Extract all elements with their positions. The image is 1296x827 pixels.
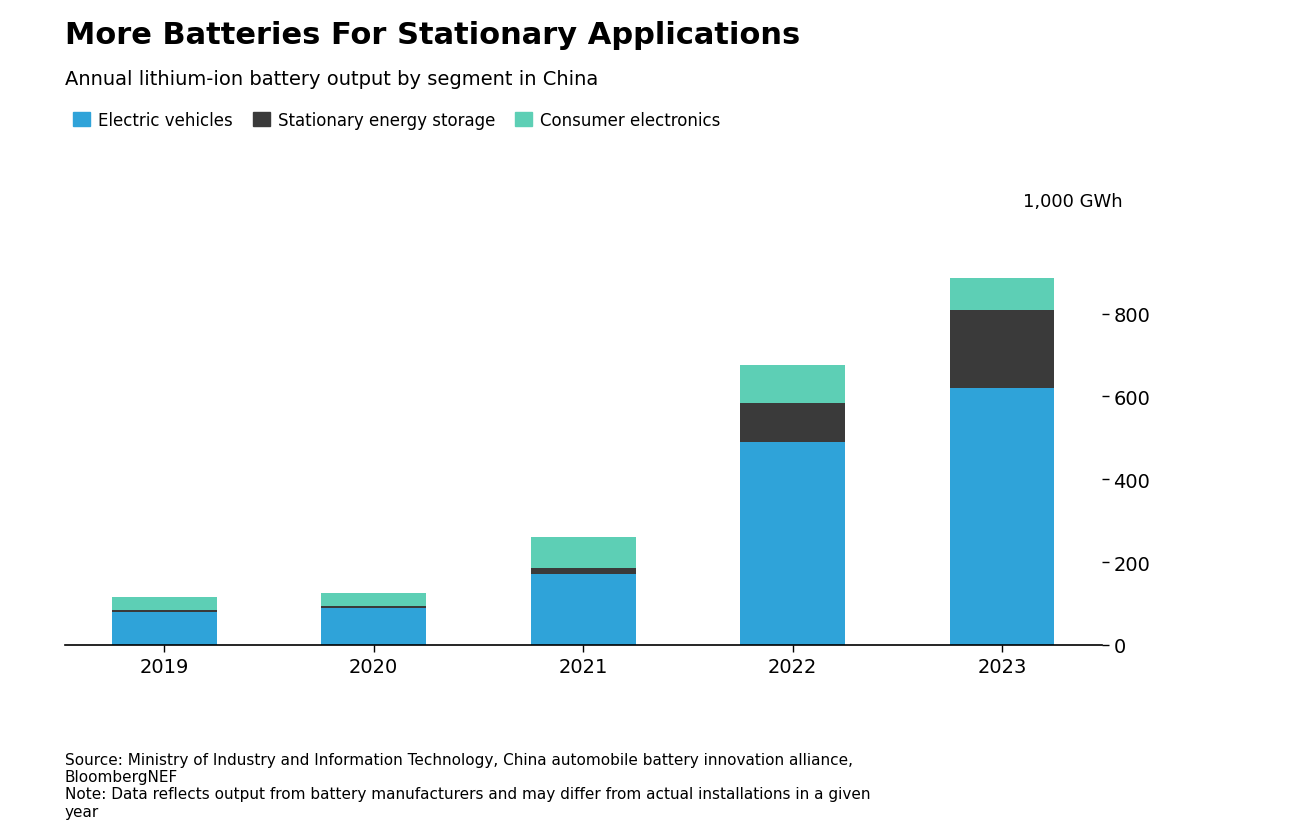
Bar bbox=[531, 569, 635, 575]
Bar bbox=[111, 612, 216, 645]
Text: Source: Ministry of Industry and Information Technology, China automobile batter: Source: Ministry of Industry and Informa… bbox=[65, 752, 871, 819]
Bar bbox=[111, 597, 216, 610]
Bar bbox=[111, 610, 216, 612]
Bar bbox=[950, 280, 1055, 310]
Bar bbox=[321, 605, 426, 608]
Bar bbox=[950, 389, 1055, 645]
Bar bbox=[531, 575, 635, 645]
Bar bbox=[531, 538, 635, 569]
Text: Annual lithium-ion battery output by segment in China: Annual lithium-ion battery output by seg… bbox=[65, 70, 597, 89]
Bar bbox=[321, 594, 426, 605]
Bar bbox=[740, 404, 845, 442]
Bar bbox=[740, 442, 845, 645]
Legend: Electric vehicles, Stationary energy storage, Consumer electronics: Electric vehicles, Stationary energy sto… bbox=[73, 112, 721, 130]
Bar bbox=[740, 366, 845, 404]
Bar bbox=[321, 608, 426, 645]
Text: 1,000 GWh: 1,000 GWh bbox=[1023, 193, 1122, 211]
Text: More Batteries For Stationary Applications: More Batteries For Stationary Applicatio… bbox=[65, 21, 800, 50]
Bar bbox=[950, 310, 1055, 389]
